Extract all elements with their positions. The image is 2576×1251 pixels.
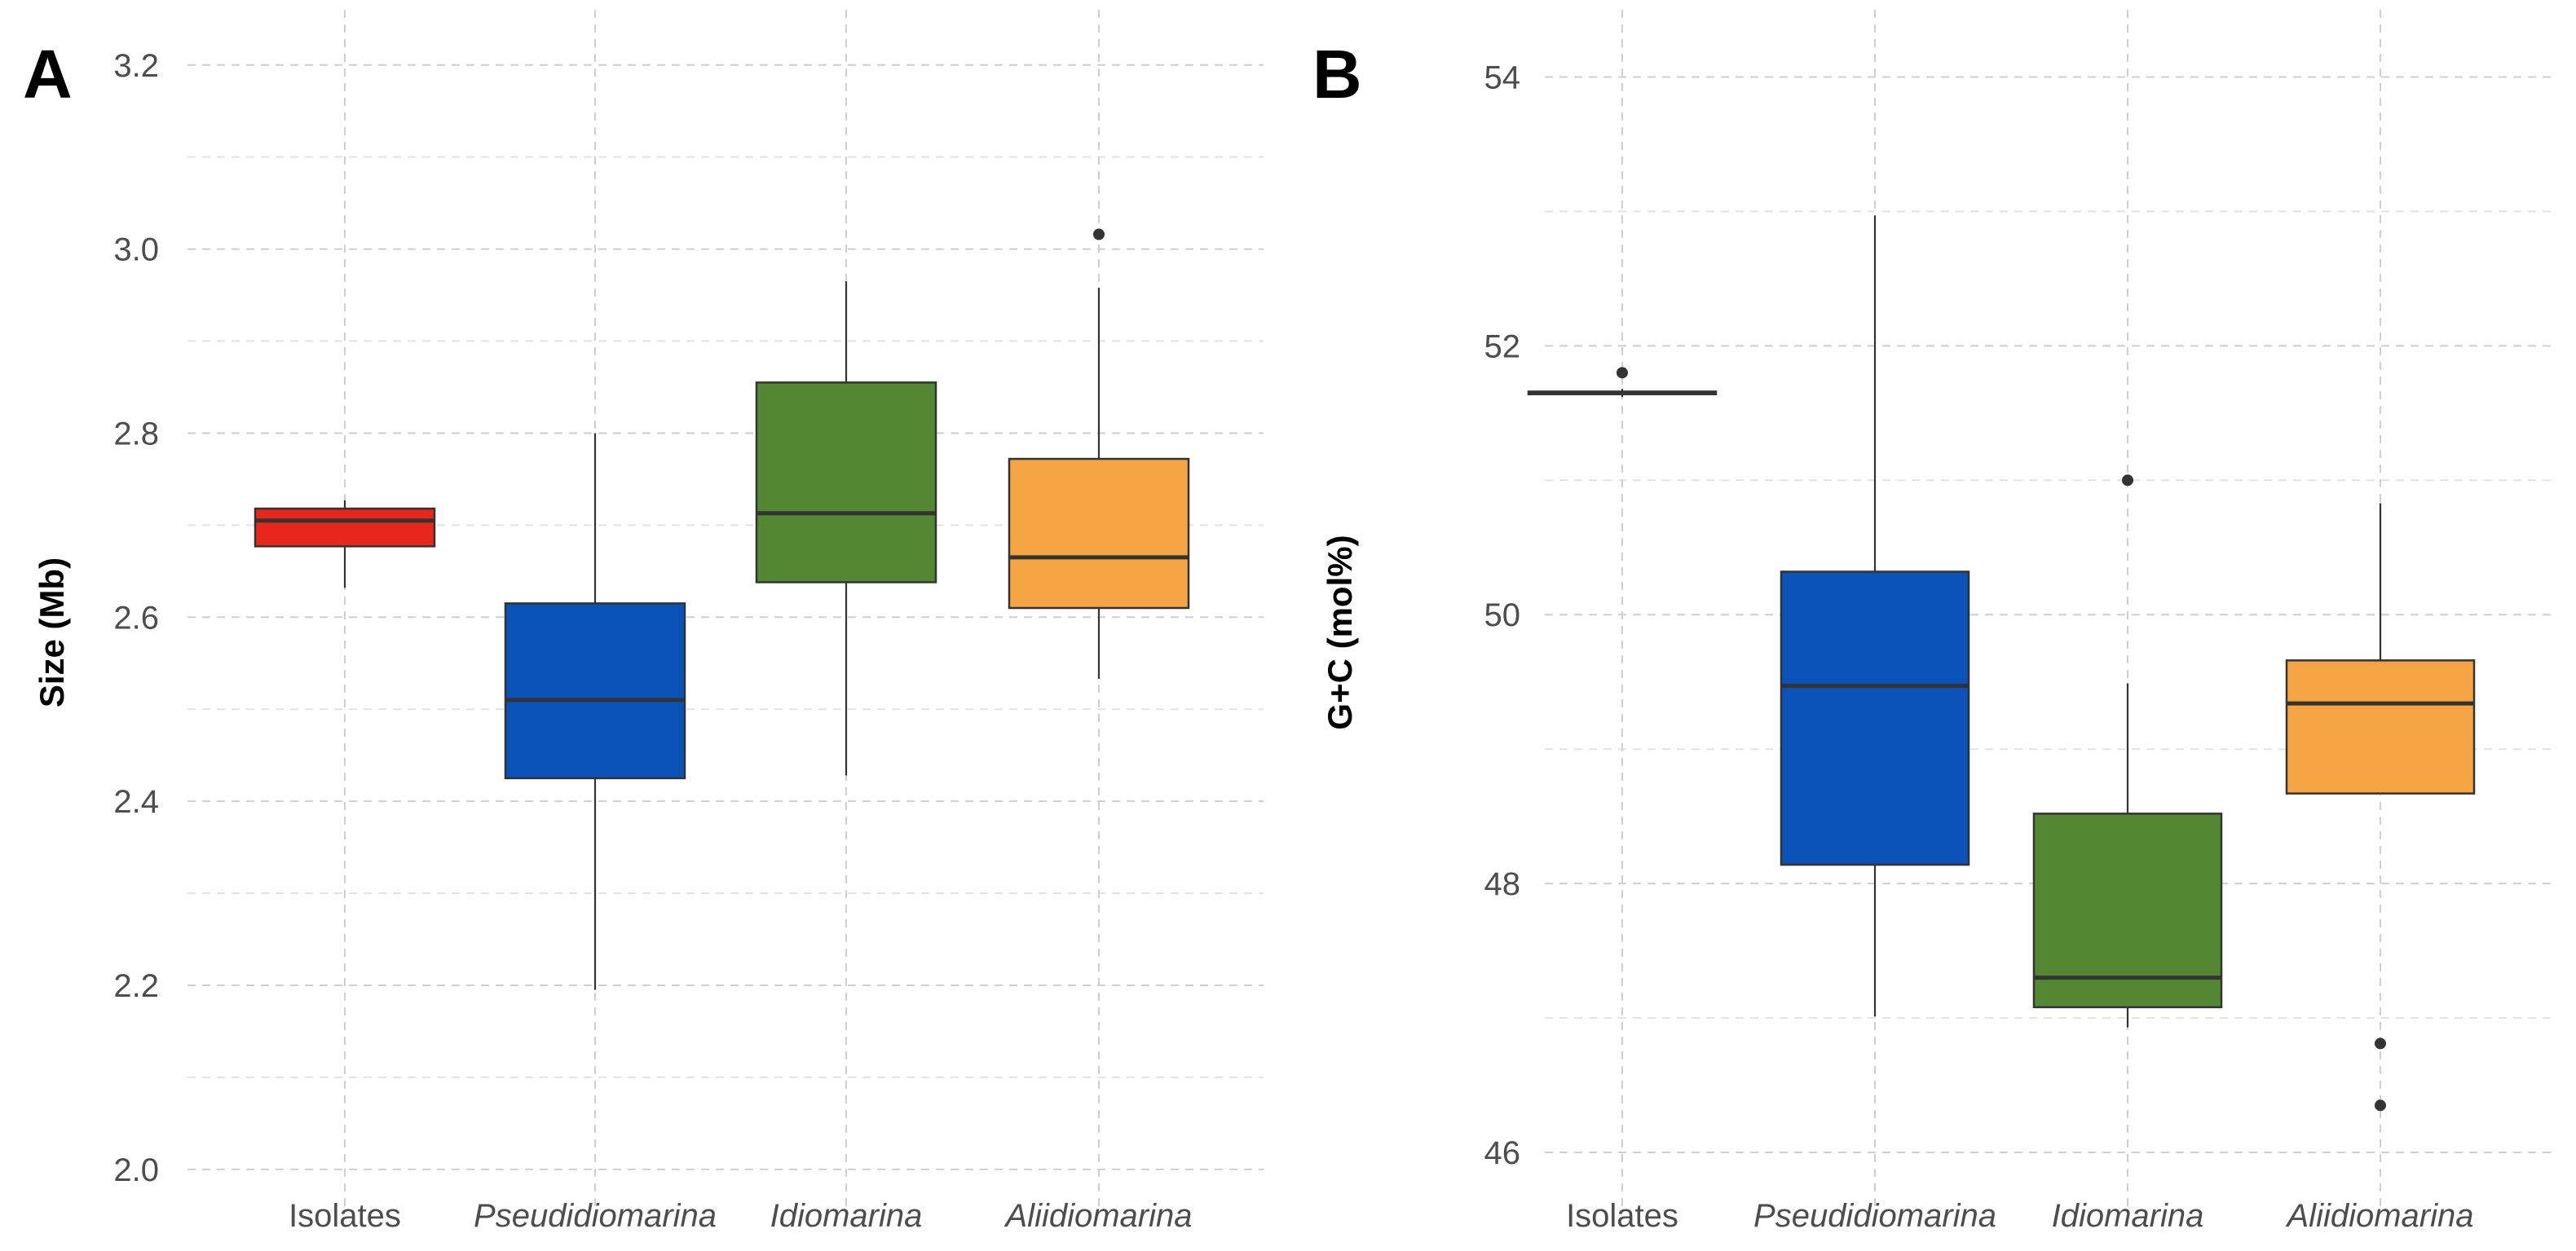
outlier-point [1617,367,1628,379]
outlier-point [2375,1037,2386,1050]
box-pseudidiomarina [504,433,686,990]
box-iqr [504,602,686,780]
box-iqr [755,381,937,584]
x-category-label: Idiomarina [2052,1198,2204,1234]
outlier-point [2122,474,2133,487]
box-aliidiomarina [2285,503,2476,1112]
y-tick-label: 46 [1484,1135,1521,1171]
y-tick-label: 2.2 [113,968,159,1004]
x-category-label: Pseudidiomarina [474,1198,717,1234]
y-tick-label: 54 [1484,59,1521,95]
box-idiomarina [755,281,937,776]
box-iqr [2032,813,2223,1009]
gridlines [1545,10,2552,1206]
box-idiomarina [2032,474,2223,1028]
box-isolates [1527,367,1718,398]
y-tick-label: 2.8 [113,416,159,452]
box-isolates [254,500,436,588]
y-tick-label: 50 [1484,597,1521,633]
x-category-label: Aliidiomarina [2286,1198,2474,1234]
y-tick-label: 3.2 [113,48,159,84]
y-tick-label: 2.6 [113,600,159,636]
box-iqr [1780,570,1970,866]
y-axis-title: G+C (mol%) [1321,535,1359,729]
y-tick-label: 2.4 [113,784,159,820]
box-iqr [1008,457,1190,610]
box-pseudidiomarina [1780,215,1970,1017]
box-iqr [254,507,436,548]
outlier-point [1093,228,1105,240]
x-category-label: Aliidiomarina [1004,1198,1193,1234]
x-category-label: Pseudidiomarina [1753,1198,1996,1234]
y-tick-label: 2.0 [113,1152,159,1188]
panel-letter: A [23,36,73,112]
y-tick-label: 48 [1484,866,1521,902]
panel-letter: B [1312,36,1362,112]
x-category-label: Idiomarina [770,1198,923,1234]
x-category-label: Isolates [289,1198,401,1234]
y-axis-title: Size (Mb) [33,557,71,707]
outlier-point [2375,1099,2386,1112]
y-tick-label: 3.0 [113,232,159,268]
y-tick-label: 52 [1484,328,1521,364]
x-category-label: Isolates [1566,1198,1678,1234]
box-iqr [2285,659,2476,795]
panel-a: 2.0 2.2 2.4 2.6 2.8 3.0 3.2 Size (Mb) A Isolates P… [23,10,1264,1234]
panel-b: 46 48 50 52 54 G+C (mol%) B Isolates Pseudidioma… [1312,10,2552,1234]
box-aliidiomarina [1008,228,1190,679]
